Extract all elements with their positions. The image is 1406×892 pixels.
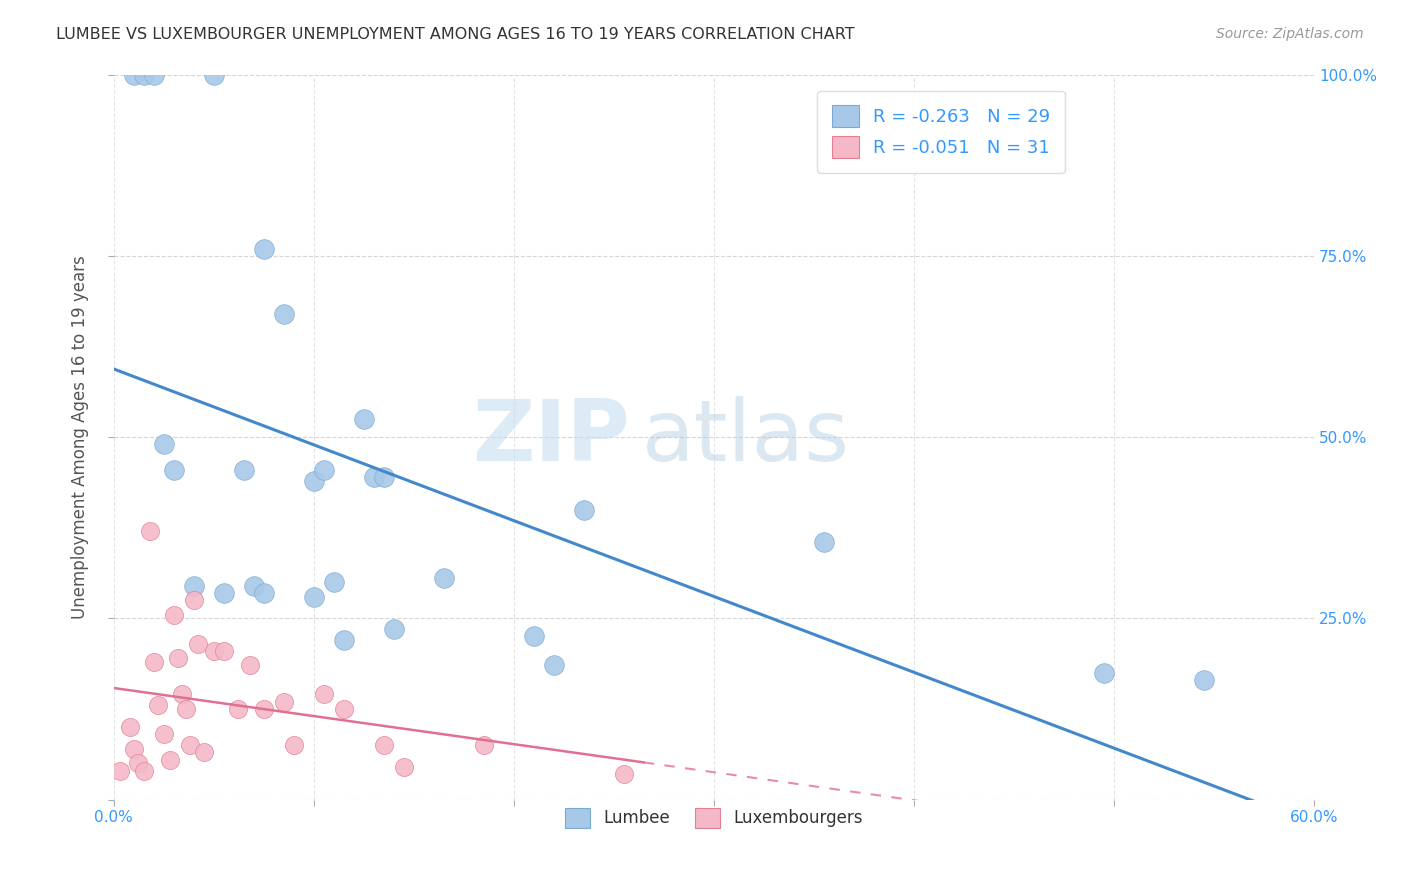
Point <box>1192 673 1215 687</box>
Point <box>252 242 274 256</box>
Point <box>572 502 595 516</box>
Point <box>108 764 131 778</box>
Point <box>392 760 415 774</box>
Point <box>212 644 235 658</box>
Point <box>118 720 141 734</box>
Point <box>122 741 145 756</box>
Y-axis label: Unemployment Among Ages 16 to 19 years: Unemployment Among Ages 16 to 19 years <box>72 255 89 619</box>
Point <box>127 756 149 771</box>
Point <box>146 698 169 713</box>
Point <box>382 622 405 636</box>
Point <box>162 463 184 477</box>
Point <box>302 474 325 488</box>
Point <box>613 767 636 781</box>
Point <box>332 633 354 648</box>
Point <box>523 629 546 643</box>
Legend: Lumbee, Luxembourgers: Lumbee, Luxembourgers <box>558 801 869 835</box>
Point <box>193 745 215 759</box>
Point <box>138 524 160 539</box>
Point <box>1092 665 1115 680</box>
Point <box>273 695 295 709</box>
Point <box>433 571 456 585</box>
Point <box>232 463 254 477</box>
Point <box>302 590 325 604</box>
Text: ZIP: ZIP <box>472 395 630 478</box>
Point <box>312 463 335 477</box>
Point <box>353 412 375 426</box>
Text: atlas: atlas <box>641 395 849 478</box>
Point <box>242 579 264 593</box>
Point <box>373 470 395 484</box>
Text: Source: ZipAtlas.com: Source: ZipAtlas.com <box>1216 27 1364 41</box>
Point <box>373 738 395 752</box>
Point <box>239 658 262 673</box>
Point <box>202 68 225 82</box>
Point <box>170 687 193 701</box>
Point <box>122 68 145 82</box>
Point <box>152 727 174 741</box>
Point <box>179 738 201 752</box>
Point <box>273 307 295 321</box>
Point <box>322 574 344 589</box>
Point <box>132 68 155 82</box>
Point <box>312 687 335 701</box>
Point <box>152 437 174 451</box>
Point <box>543 658 565 673</box>
Point <box>472 738 495 752</box>
Point <box>283 738 305 752</box>
Point <box>183 579 205 593</box>
Point <box>142 655 165 669</box>
Point <box>187 637 209 651</box>
Point <box>159 753 181 767</box>
Point <box>813 535 835 549</box>
Point <box>252 702 274 716</box>
Point <box>202 644 225 658</box>
Point <box>162 607 184 622</box>
Point <box>212 586 235 600</box>
Point <box>332 702 354 716</box>
Point <box>183 593 205 607</box>
Point <box>226 702 249 716</box>
Point <box>142 68 165 82</box>
Text: LUMBEE VS LUXEMBOURGER UNEMPLOYMENT AMONG AGES 16 TO 19 YEARS CORRELATION CHART: LUMBEE VS LUXEMBOURGER UNEMPLOYMENT AMON… <box>56 27 855 42</box>
Point <box>174 702 197 716</box>
Point <box>363 470 385 484</box>
Point <box>132 764 155 778</box>
Point <box>166 651 188 665</box>
Point <box>252 586 274 600</box>
